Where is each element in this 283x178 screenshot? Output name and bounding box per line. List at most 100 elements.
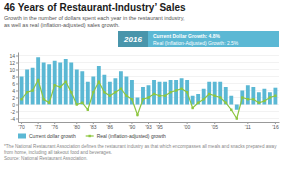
bar (251, 87, 255, 105)
subtitle: Growth in the number of dollars spent ea… (4, 15, 185, 28)
tick-label: '16 (272, 124, 279, 130)
tick: 14 (9, 53, 18, 59)
marker (269, 96, 271, 98)
marker (81, 102, 83, 104)
marker (65, 81, 67, 83)
tick-label: '00 (184, 124, 191, 130)
tick: 8 (12, 74, 18, 80)
grid-line (18, 83, 279, 84)
legend-label: Real (inflation-adjusted) growth (97, 133, 166, 139)
marker (225, 102, 227, 104)
bar (108, 82, 112, 105)
marker (197, 102, 199, 104)
marker (76, 103, 78, 105)
bar (246, 85, 250, 104)
marker (92, 91, 94, 93)
marker (125, 95, 127, 97)
tick-mark (16, 105, 18, 106)
tick-label: 8 (12, 74, 15, 80)
tick: '83 (90, 122, 97, 130)
bar (64, 59, 68, 105)
marker (263, 100, 265, 102)
axis-line (19, 122, 280, 123)
tick: '05 (211, 122, 218, 130)
bar (180, 78, 184, 104)
bar (147, 85, 151, 104)
marker (87, 109, 89, 111)
marker (230, 109, 232, 111)
footnote: *The National Restaurant Association def… (4, 144, 277, 161)
axis-line (18, 53, 19, 123)
legend-label: Current dollar growth (29, 133, 76, 139)
marker (252, 98, 254, 100)
bar (202, 89, 206, 105)
grid-line (18, 62, 279, 63)
subtitle-line: Growth in the number of dollars spent ea… (4, 15, 185, 21)
bar (86, 82, 90, 105)
legend-item: Real (inflation-adjusted) growth (86, 133, 166, 139)
tick-mark (16, 91, 18, 92)
footnote-line: from home, including all takeout food an… (4, 150, 112, 155)
bar (163, 82, 167, 105)
bar (152, 80, 156, 105)
callout-text: Current Dollar Growth: 4.8% (153, 33, 221, 39)
footnote-line: *The National Restaurant Association def… (4, 144, 277, 149)
bar (218, 82, 222, 105)
bar (69, 63, 73, 105)
bar (25, 70, 29, 105)
chart-root: 46 Years of Restaurant-Industry’ Sales Gr… (0, 0, 283, 178)
footnote-line: Source: National Restaurant Association. (4, 156, 88, 161)
subtitle-line: as well as real (inflation-adjusted) sal… (4, 22, 120, 28)
line (22, 80, 276, 119)
marker (191, 107, 193, 109)
tick: 4 (12, 88, 18, 94)
bar (262, 89, 266, 105)
tick-label: '95 (156, 124, 163, 130)
legend-swatch-marker (88, 135, 90, 137)
marker (59, 86, 61, 88)
x-axis: '70'73'76'80'83'86'90'93'95'00'05'11'16 (18, 122, 279, 130)
marker (37, 79, 39, 81)
marker (48, 102, 50, 104)
marker (164, 95, 166, 97)
grid-line (18, 55, 279, 56)
tick-mark (16, 77, 18, 78)
tick-mark (16, 98, 18, 99)
bar (20, 77, 24, 105)
title: 46 Years of Restaurant-Industry’ Sales (4, 2, 186, 13)
line-series (20, 79, 276, 120)
marker (153, 93, 155, 95)
marker (98, 81, 100, 83)
tick: 10 (9, 67, 18, 73)
bar (75, 70, 79, 105)
tick-label: 6 (12, 81, 15, 87)
legend: Current dollar growth Real (inflation-adj… (18, 133, 166, 139)
legend-item: Current dollar growth (18, 133, 76, 139)
tick-label: 12 (9, 60, 15, 66)
marker (70, 91, 72, 93)
tick: '00 (184, 122, 191, 130)
bar (235, 105, 239, 110)
tick-label: 10 (9, 67, 15, 73)
bar (158, 82, 162, 105)
grid-line (18, 118, 279, 119)
plot-area (20, 57, 278, 119)
grid-line (18, 111, 279, 112)
tick: '11 (245, 122, 251, 130)
bar (80, 71, 84, 104)
legend-swatch (18, 134, 26, 139)
tick: '16 (272, 122, 279, 130)
marker (109, 95, 111, 97)
marker (20, 98, 22, 100)
grid-line (18, 97, 279, 98)
tick-label: 2 (12, 95, 15, 101)
tick: 2 (12, 95, 18, 101)
bar (31, 68, 35, 105)
marker (31, 89, 33, 91)
tick: '76 (51, 122, 58, 130)
grid-line (18, 76, 279, 77)
tick: 0 (12, 102, 18, 108)
bar-series (20, 57, 278, 110)
tick-label: 0 (12, 102, 15, 108)
bar (174, 80, 178, 105)
